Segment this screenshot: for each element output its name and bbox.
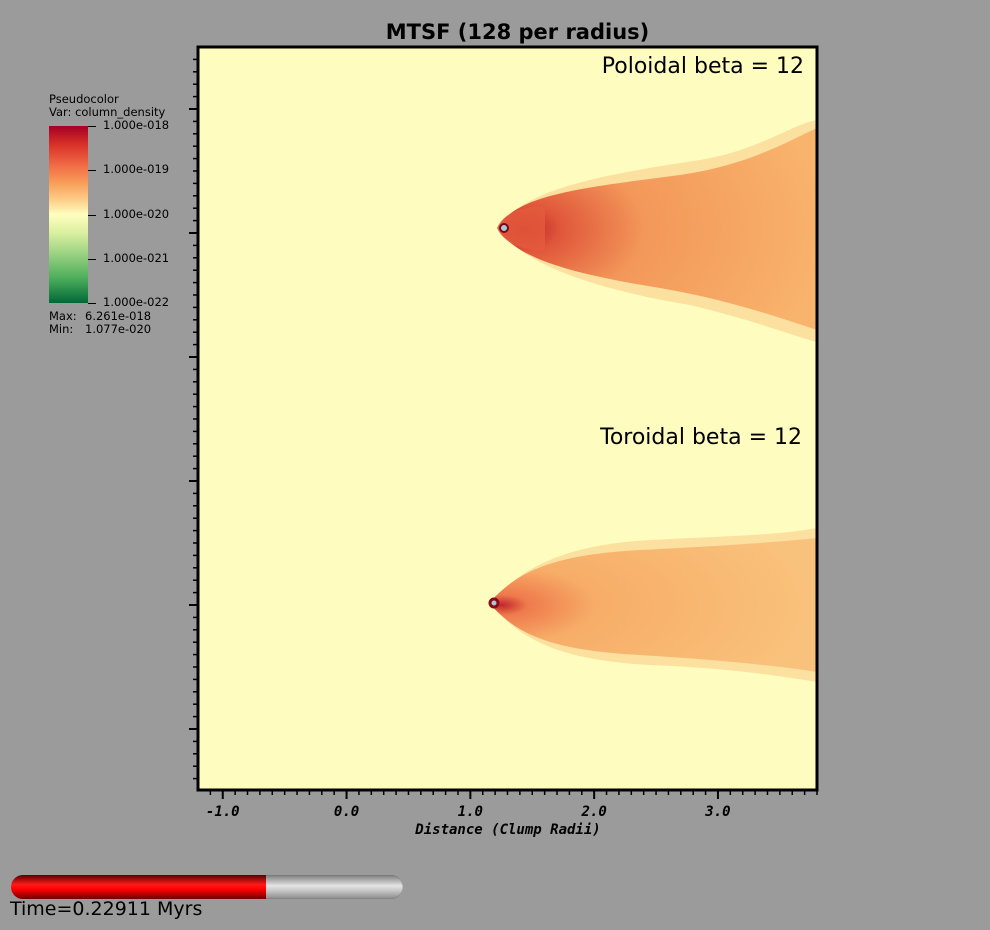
- panel-label-poloidal: Poloidal beta = 12: [601, 54, 804, 79]
- legend-max-key: Max:: [49, 309, 77, 323]
- legend-tick-label: 1.000e-021: [103, 250, 170, 265]
- legend-tick: [88, 258, 96, 260]
- x-tick-label: 1.0: [458, 804, 483, 820]
- legend-tick-label: 1.000e-019: [103, 162, 170, 177]
- legend-tick: [88, 170, 96, 172]
- legend-variable: Var: column_density: [49, 105, 166, 119]
- x-axis-label: Distance (Clump Radii): [415, 822, 601, 838]
- poloidal-head-core: [497, 207, 545, 251]
- toroidal-clump: [488, 597, 500, 609]
- time-slider[interactable]: [11, 875, 403, 899]
- legend-colorbar: [49, 126, 88, 303]
- panel-label-toroidal: Toroidal beta = 12: [600, 425, 802, 450]
- legend-tick: [88, 126, 96, 127]
- legend-tick-label: 1.000e-018: [103, 118, 170, 132]
- poloidal-clump: [499, 223, 509, 233]
- legend-max-value: 6.261e-018: [85, 309, 152, 323]
- y-axis-ticks: [189, 58, 198, 780]
- legend-tick: [88, 303, 96, 304]
- legend-min-value: 1.077e-020: [85, 322, 152, 336]
- toroidal-tail: [489, 538, 817, 672]
- legend-header: Pseudocolor Var: column_density: [49, 93, 165, 119]
- x-tick-label: 2.0: [581, 804, 607, 820]
- legend-stats: Max: 6.261e-018 Min: 1.077e-020: [49, 310, 151, 336]
- time-label: Time=0.22911 Myrs: [10, 898, 203, 920]
- x-tick-label: -1.0: [206, 804, 240, 820]
- legend-tick: [88, 214, 96, 216]
- x-tick-label: 0.0: [334, 804, 359, 820]
- legend-title: Pseudocolor: [49, 92, 119, 106]
- legend-tick-label: 1.000e-022: [103, 295, 170, 309]
- chart-title: MTSF (128 per radius): [385, 20, 650, 44]
- legend-tick-label: 1.000e-020: [103, 206, 170, 221]
- legend-min-key: Min:: [49, 322, 74, 336]
- x-tick-label: 3.0: [704, 804, 730, 820]
- x-axis-ticks: -1.0 0.0 1.0 2.0 3.0: [206, 790, 818, 820]
- time-slider-fill: [11, 875, 266, 899]
- poloidal-tail: [498, 128, 817, 330]
